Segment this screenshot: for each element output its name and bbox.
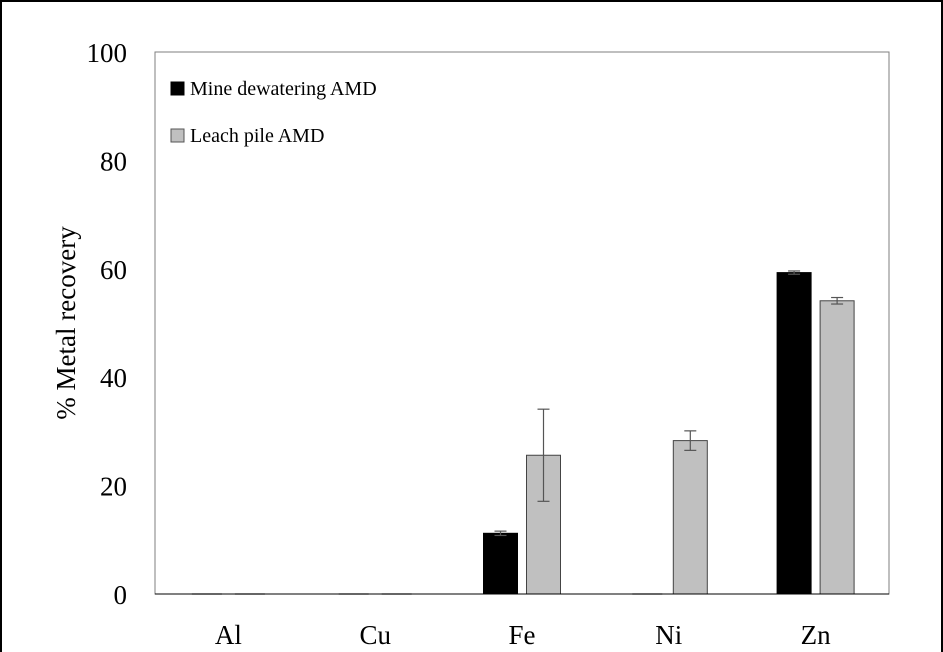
x-tick-label: Fe bbox=[509, 620, 536, 650]
bar bbox=[776, 272, 812, 595]
y-tick-label: 80 bbox=[100, 146, 127, 176]
y-axis-label: % Metal recovery bbox=[51, 226, 81, 420]
x-tick-label: Ni bbox=[655, 620, 682, 650]
legend-swatch-mine-dewatering bbox=[170, 81, 185, 96]
x-tick-label: Al bbox=[215, 620, 242, 650]
y-tick-label: 0 bbox=[114, 580, 128, 610]
x-axis-ticks: Al Cu Fe Ni Zn bbox=[215, 620, 831, 650]
y-tick-label: 20 bbox=[100, 472, 127, 502]
bar bbox=[483, 532, 518, 595]
x-tick-label: Cu bbox=[359, 620, 391, 650]
legend-swatch-leach-pile bbox=[170, 128, 185, 143]
legend-label-mine-dewatering: Mine dewatering AMD bbox=[190, 78, 377, 100]
y-tick-label: 60 bbox=[100, 255, 127, 285]
bar bbox=[819, 300, 855, 595]
x-tick-label: Zn bbox=[801, 620, 831, 650]
y-tick-label: 40 bbox=[100, 363, 127, 393]
y-tick-label: 100 bbox=[87, 38, 128, 68]
legend-label-leach-pile: Leach pile AMD bbox=[190, 125, 324, 147]
y-axis-ticks: 0 20 40 60 80 100 bbox=[87, 38, 128, 610]
legend: Mine dewatering AMD Leach pile AMD bbox=[170, 78, 377, 147]
bar bbox=[672, 440, 708, 595]
error-bars bbox=[494, 270, 844, 537]
